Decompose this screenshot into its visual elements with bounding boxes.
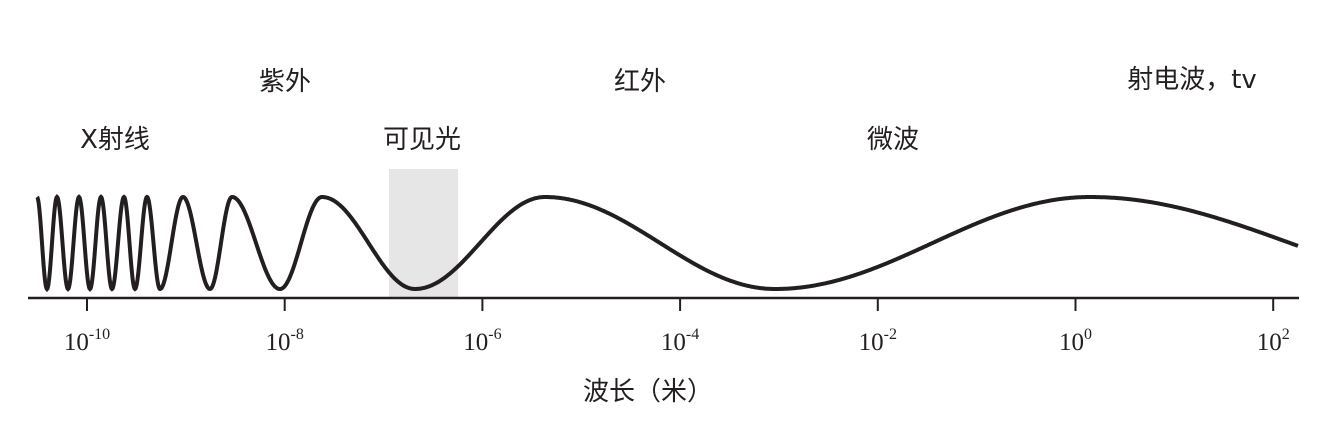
tick-base: 10 (463, 329, 488, 356)
axis-title: 波长（米） (583, 377, 713, 407)
tick-base: 10 (1059, 329, 1084, 356)
tick-base: 10 (266, 329, 291, 356)
tick-label: 102 (1257, 326, 1290, 356)
tick-exp: -6 (488, 326, 501, 343)
wave (35, 194, 1299, 293)
tick-label: 10-8 (266, 326, 304, 356)
tick-exp: -4 (686, 326, 699, 343)
tick-base: 10 (64, 329, 89, 356)
label: 微波 (867, 125, 919, 155)
label: 紫外 (259, 67, 311, 97)
tick-base: 10 (1257, 329, 1282, 356)
tick-exp: -8 (291, 326, 304, 343)
label: X射线 (80, 125, 150, 155)
tick-base: 10 (859, 329, 884, 356)
tick-exp: -2 (884, 326, 897, 343)
tick-label: 10-4 (661, 326, 699, 356)
tick-label: 10-2 (859, 326, 897, 356)
label: 红外 (614, 67, 666, 97)
tick-label: 10-6 (463, 326, 501, 356)
label: 可见光 (383, 125, 461, 155)
tick-base: 10 (661, 329, 686, 356)
tick-exp: 2 (1282, 326, 1290, 343)
visible-band (389, 169, 458, 298)
tick-exp: -10 (89, 326, 110, 343)
tick-label: 10-10 (64, 326, 110, 356)
tick-label: 100 (1059, 326, 1092, 356)
tick-exp: 0 (1084, 326, 1092, 343)
label: 射电波，tv (1127, 65, 1257, 95)
